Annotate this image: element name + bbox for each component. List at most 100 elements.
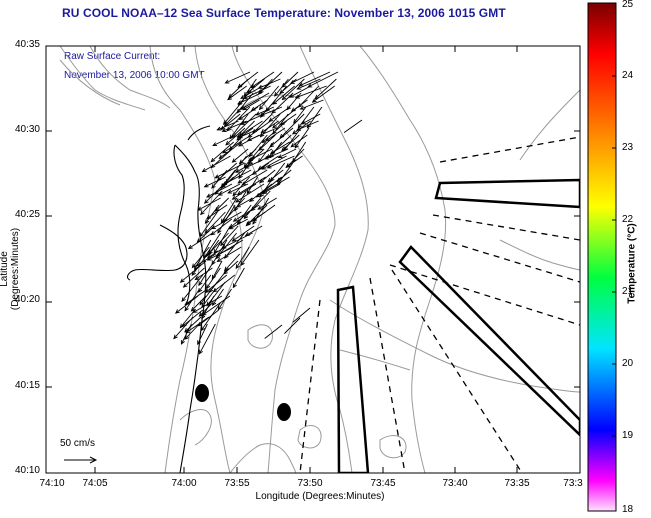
- current-vector: [202, 295, 231, 316]
- current-vector-head: [220, 241, 225, 247]
- current-vector: [227, 85, 247, 100]
- current-vector-head: [213, 249, 218, 255]
- current-vector-head: [204, 219, 210, 225]
- current-vector-head: [250, 106, 256, 112]
- current-vector-head: [247, 159, 253, 165]
- current-vector: [300, 99, 324, 110]
- current-vector-head: [206, 214, 211, 220]
- current-vector: [236, 197, 253, 208]
- current-vector-head: [190, 306, 196, 312]
- current-vector-head: [291, 130, 297, 135]
- current-vector: [181, 274, 204, 302]
- current-vector: [244, 197, 262, 219]
- x-tick-label: 73:3: [563, 478, 583, 489]
- current-vector: [245, 225, 263, 236]
- current-vector: [235, 183, 265, 203]
- current-vector: [222, 134, 252, 154]
- current-vector-head: [268, 117, 274, 122]
- current-vector-head: [210, 157, 216, 163]
- current-vector: [237, 169, 260, 184]
- current-vector: [201, 288, 216, 308]
- current-vector: [241, 169, 268, 186]
- current-vector: [212, 134, 236, 147]
- current-vector: [211, 218, 233, 236]
- current-vector: [246, 211, 266, 225]
- current-vector-head: [240, 261, 245, 267]
- current-vector: [215, 197, 230, 212]
- current-vector-head: [286, 105, 291, 111]
- current-vector-head: [194, 275, 200, 281]
- current-vector-head: [220, 125, 226, 131]
- current-vector: [215, 162, 246, 179]
- current-vector: [270, 141, 290, 154]
- buoy-marker: [277, 403, 291, 421]
- current-timestamp: November 13, 2006 10:00 GMT: [64, 70, 205, 81]
- current-vector-head: [297, 103, 303, 108]
- current-vector: [259, 169, 276, 183]
- current-vector: [274, 78, 289, 97]
- x-tick-label: 73:55: [224, 478, 250, 489]
- current-vector-head: [214, 174, 220, 179]
- current-vector-head: [279, 89, 285, 95]
- current-vector-head: [226, 126, 232, 132]
- current-vector: [256, 176, 282, 198]
- current-vector: [193, 295, 223, 313]
- buoy-marker: [195, 384, 209, 402]
- current-vector: [184, 323, 200, 340]
- current-vector-head: [204, 288, 210, 294]
- current-vector: [343, 119, 363, 133]
- current-vector: [291, 99, 308, 112]
- current-vector: [243, 141, 267, 168]
- current-vector-head: [234, 168, 240, 173]
- y-tick-label: 40:25: [14, 209, 40, 220]
- current-vector: [224, 106, 243, 126]
- current-vector: [212, 288, 224, 306]
- current-vector-head: [246, 137, 252, 142]
- current-vector-head: [217, 228, 222, 234]
- current-vector-head: [181, 297, 186, 303]
- current-vector: [183, 267, 205, 288]
- current-vector: [199, 211, 218, 237]
- current-vector-head: [231, 158, 237, 163]
- x-tick-label: 73:40: [442, 478, 468, 489]
- x-tick-label: 73:50: [297, 478, 323, 489]
- current-vector: [192, 246, 210, 268]
- current-vector-head: [224, 254, 229, 259]
- current-vector: [258, 134, 276, 151]
- current-vector: [205, 211, 226, 234]
- current-vector-head: [198, 312, 204, 317]
- current-vector: [223, 99, 244, 125]
- current-vector-head: [173, 334, 178, 340]
- current-vector: [266, 127, 286, 141]
- x-tick-label: 74:00: [171, 478, 197, 489]
- current-vector: [297, 78, 321, 90]
- y-tick-label: 40:30: [14, 124, 40, 135]
- current-vector-head: [217, 305, 222, 311]
- current-vector-head: [231, 195, 237, 200]
- current-vector-head: [296, 85, 302, 90]
- current-vector-head: [180, 340, 185, 345]
- current-vector-head: [298, 82, 304, 87]
- current-vector: [175, 295, 199, 314]
- current-vector: [191, 295, 207, 312]
- current-vector-head: [236, 108, 242, 114]
- current-vector: [290, 134, 308, 148]
- current-vector-head: [232, 217, 238, 222]
- current-vector: [278, 148, 297, 159]
- current-vector-head: [211, 184, 216, 189]
- current-vector-head: [285, 163, 291, 168]
- current-vector: [251, 71, 275, 88]
- current-vector-head: [235, 203, 241, 208]
- current-vector: [222, 232, 253, 249]
- current-vector: [232, 148, 249, 163]
- current-vector: [260, 113, 281, 137]
- colorbar-tick: 18: [622, 504, 634, 515]
- current-vector: [207, 246, 226, 259]
- current-vector-head: [203, 199, 209, 204]
- colorbar: [587, 2, 617, 512]
- current-vector-head: [184, 335, 189, 340]
- current-vector: [294, 127, 310, 149]
- current-vector: [211, 260, 223, 280]
- current-vector: [282, 78, 305, 100]
